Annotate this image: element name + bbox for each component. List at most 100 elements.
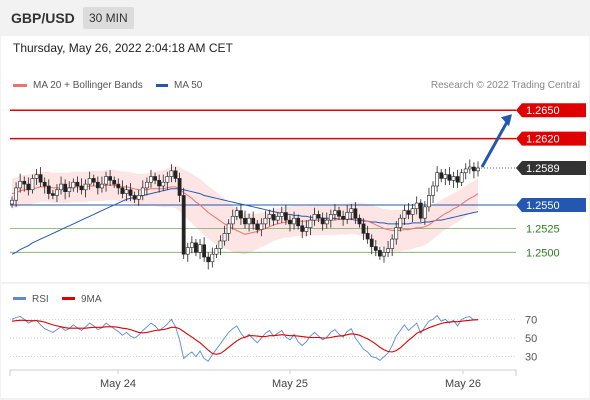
candle-body bbox=[100, 183, 104, 189]
candle-body bbox=[128, 189, 133, 196]
candle bbox=[427, 187, 431, 212]
candle bbox=[153, 172, 157, 185]
candle bbox=[361, 218, 366, 240]
candle-body bbox=[463, 168, 468, 174]
level-label-1.2500: 1.2500 bbox=[526, 247, 560, 259]
candle-body bbox=[226, 223, 231, 234]
candle-body bbox=[304, 227, 309, 232]
header-bar: GBP/USD 30 MIN bbox=[0, 0, 590, 36]
candle bbox=[140, 180, 145, 201]
rsi-legend-swatch-icon bbox=[13, 297, 26, 300]
candle bbox=[410, 204, 415, 222]
candle-body bbox=[194, 242, 198, 253]
candle bbox=[459, 168, 464, 186]
candle-body bbox=[79, 185, 84, 191]
candle-body bbox=[210, 253, 215, 263]
candle bbox=[398, 214, 403, 232]
candle bbox=[271, 207, 276, 226]
candle bbox=[476, 161, 480, 177]
candle-body bbox=[300, 225, 305, 232]
candle bbox=[149, 169, 153, 188]
candle-body bbox=[414, 202, 419, 210]
candle-body bbox=[259, 223, 264, 230]
projection-arrow bbox=[480, 119, 510, 168]
candle bbox=[75, 176, 80, 193]
candle-body bbox=[476, 167, 480, 172]
candle bbox=[296, 214, 301, 230]
candle-body bbox=[382, 252, 386, 257]
candle bbox=[100, 176, 104, 193]
candle bbox=[202, 237, 207, 262]
candle-body bbox=[18, 180, 23, 189]
candle-body bbox=[263, 217, 268, 225]
candle-body bbox=[59, 183, 63, 191]
candle-body bbox=[22, 180, 27, 185]
candle-body bbox=[181, 195, 186, 255]
candle-body bbox=[292, 217, 296, 225]
candle-body bbox=[132, 195, 137, 200]
candle-body bbox=[349, 208, 354, 213]
candle-body bbox=[279, 212, 284, 217]
legend-ma50: MA 50 bbox=[156, 80, 202, 91]
candle bbox=[194, 239, 198, 257]
candle-body bbox=[185, 247, 190, 255]
candle-body bbox=[439, 172, 444, 179]
candle bbox=[185, 242, 190, 262]
candle-body bbox=[165, 176, 170, 183]
x-axis-label: May 24 bbox=[100, 378, 136, 390]
candle bbox=[112, 176, 117, 188]
candle-body bbox=[30, 178, 35, 191]
candle-body bbox=[202, 244, 207, 258]
candle-body bbox=[177, 178, 182, 196]
candle bbox=[26, 177, 31, 196]
candle-body bbox=[427, 195, 431, 208]
candle-body bbox=[455, 176, 460, 183]
candle bbox=[353, 202, 358, 224]
candle-body bbox=[296, 217, 301, 227]
candle bbox=[288, 215, 292, 232]
candle bbox=[136, 189, 141, 206]
interval-badge[interactable]: 30 MIN bbox=[83, 7, 134, 29]
candle-body bbox=[345, 212, 350, 220]
level-label-1.2589: 1.2589 bbox=[526, 163, 560, 175]
candle bbox=[316, 210, 321, 222]
candle bbox=[108, 169, 113, 186]
rsi-line bbox=[11, 314, 479, 362]
candle bbox=[243, 210, 247, 229]
candle bbox=[472, 162, 476, 179]
candle bbox=[239, 204, 243, 225]
candle bbox=[14, 182, 18, 207]
candle-body bbox=[120, 187, 125, 194]
candle-body bbox=[136, 195, 141, 200]
candle bbox=[341, 210, 346, 226]
candle-body bbox=[431, 185, 435, 196]
candle-body bbox=[75, 181, 80, 187]
candle bbox=[22, 176, 27, 192]
candle-body bbox=[288, 219, 292, 225]
candle-body bbox=[435, 172, 440, 187]
candle bbox=[255, 220, 260, 234]
candle-body bbox=[14, 187, 18, 201]
candle bbox=[377, 246, 382, 260]
candle-body bbox=[283, 212, 288, 221]
candle bbox=[463, 163, 468, 180]
candle bbox=[422, 201, 427, 225]
rsi-ma-line bbox=[11, 319, 478, 355]
candle bbox=[157, 174, 162, 193]
candle-body bbox=[390, 238, 395, 249]
projection-arrow-head-icon bbox=[501, 114, 512, 127]
candle-body bbox=[149, 176, 153, 183]
candle bbox=[234, 206, 239, 221]
candle-body bbox=[214, 248, 219, 255]
symbol-title: GBP/USD bbox=[11, 10, 75, 26]
candle bbox=[210, 247, 215, 268]
candle-body bbox=[394, 227, 399, 240]
candle bbox=[267, 209, 272, 226]
candle bbox=[161, 174, 166, 191]
candle bbox=[144, 177, 149, 196]
rsi-ma-legend-swatch-icon bbox=[62, 297, 75, 300]
candle-body bbox=[410, 208, 415, 215]
candle-body bbox=[108, 176, 113, 181]
candle bbox=[312, 207, 317, 226]
candle-body bbox=[406, 210, 411, 215]
